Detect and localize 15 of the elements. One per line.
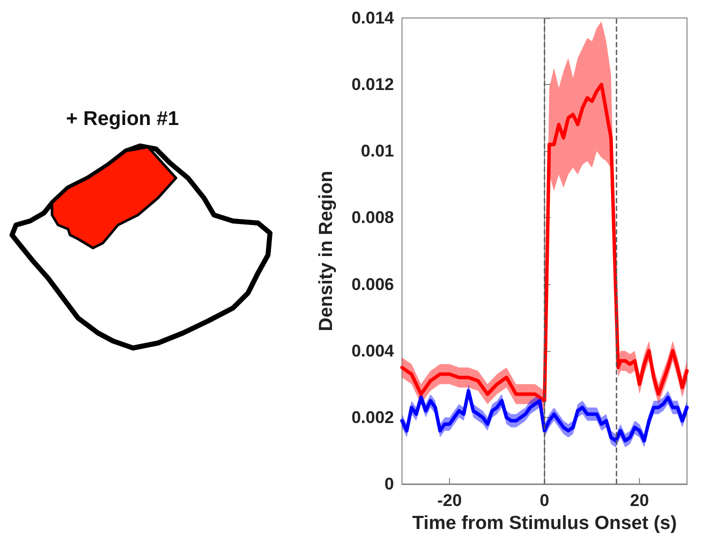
y-tick-label: 0.01 xyxy=(360,142,394,161)
y-tick-label: 0.006 xyxy=(351,274,394,294)
y-axis-title: Density in Region xyxy=(316,170,337,332)
y-tick-label: 0 xyxy=(384,474,394,494)
y-tick-label: 0.014 xyxy=(351,8,395,28)
x-tick-label: -20 xyxy=(437,491,462,510)
x-tick-label: 20 xyxy=(630,491,649,510)
y-tick-label: 0.004 xyxy=(351,341,395,360)
x-axis-title: Time from Stimulus Onset (s) xyxy=(412,513,677,534)
line-series xyxy=(400,82,689,403)
y-tick-label: 0.002 xyxy=(351,408,394,427)
y-tick-label: 0.012 xyxy=(351,75,394,94)
text: + Region #1 xyxy=(66,108,179,131)
x-tick-label: 0 xyxy=(540,491,550,510)
y-tick-label: 0.008 xyxy=(351,208,394,228)
